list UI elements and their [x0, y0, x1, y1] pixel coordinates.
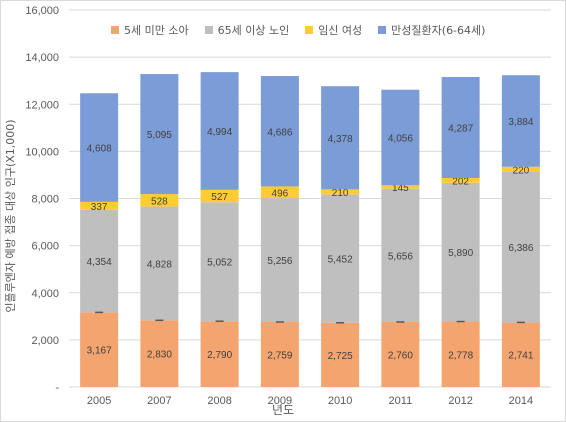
bar-segment: [260, 76, 299, 187]
data-label: 3,167: [87, 346, 112, 357]
bar-segment: [260, 198, 299, 322]
bar-segment: [80, 312, 119, 387]
legend-swatch: [305, 26, 314, 34]
y-tick-label: 14,000: [25, 52, 59, 64]
x-axis-title: 년도: [271, 403, 295, 417]
bar-segment: [381, 188, 420, 322]
data-label: 5,656: [388, 251, 413, 262]
data-label: 202: [452, 176, 469, 187]
bar-segment: [501, 171, 540, 323]
x-tick-label: 2005: [87, 395, 111, 407]
data-label: 4,287: [448, 123, 473, 134]
y-tick-label: 10,000: [25, 146, 59, 158]
data-label: 2,725: [328, 351, 353, 362]
bar-segment: [80, 209, 119, 313]
data-label: 528: [151, 196, 168, 207]
y-tick-label: 4,000: [31, 288, 59, 300]
legend-item: 65세 이상 노인: [204, 22, 290, 38]
legend-label: 5세 미만 소아: [124, 24, 189, 37]
data-label: 337: [91, 202, 108, 213]
bar-segment: [200, 189, 239, 203]
bar-segment: [140, 320, 179, 387]
bar-segment: [441, 76, 480, 179]
legend-label: 65세 이상 노인: [217, 24, 290, 37]
bar-segment: [80, 93, 119, 202]
data-label: 4,354: [87, 257, 112, 268]
y-tick-label: 12,000: [25, 99, 59, 111]
bar-segment: [200, 321, 239, 387]
data-label: 5,890: [448, 248, 473, 259]
x-tick-label: 2011: [389, 395, 413, 407]
data-label: 5,095: [147, 130, 172, 141]
y-tick-label: 16,000: [25, 5, 59, 17]
x-tick-label: 2012: [448, 395, 472, 407]
legend-swatch: [111, 26, 119, 34]
x-tick-label: 2009: [268, 395, 292, 407]
data-label: 4,994: [207, 127, 232, 138]
data-label: 4,828: [147, 259, 172, 270]
legend-item: 임신 여성: [305, 22, 362, 38]
bar-segment: [140, 194, 179, 207]
bar-segment: [381, 185, 420, 189]
bar-segment: [260, 186, 299, 199]
data-label: 4,378: [328, 134, 353, 145]
bar-segment: [381, 321, 420, 387]
data-label: 2,760: [388, 350, 413, 361]
bar-segment: [321, 86, 360, 190]
bar-segment: [140, 74, 179, 195]
x-tick-label: 2010: [328, 395, 352, 407]
data-label: 2,741: [508, 351, 533, 362]
bar-segment: [200, 72, 239, 190]
legend-item: 만성질환자(6-64세): [378, 22, 485, 38]
bar-segment: [321, 322, 360, 387]
y-axis-title: 인플루엔자 예방 접종 대상 인구(X1,000): [4, 119, 17, 313]
legend-swatch: [204, 26, 213, 34]
data-label: 4,686: [267, 127, 292, 138]
bar-segment: [501, 75, 540, 167]
legend: 5세 미만 소아 65세 이상 노인 임신 여성 만성질환자(6-64세): [111, 22, 485, 38]
legend-label: 임신 여성: [318, 24, 363, 37]
data-label: 4,608: [87, 144, 112, 155]
bar-segment: [321, 194, 360, 323]
y-tick-label: 6,000: [31, 241, 59, 253]
bar-segment: [140, 206, 179, 321]
bar-segment: [441, 178, 480, 183]
bar-segment: [501, 166, 540, 172]
bar-segment: [260, 321, 299, 387]
bar-segment: [441, 182, 480, 322]
data-label: 2,790: [207, 350, 232, 361]
data-label: 5,052: [207, 258, 232, 269]
data-label: 2,778: [448, 350, 473, 361]
y-tick-label: -: [55, 382, 59, 394]
x-tick-label: 2007: [147, 395, 171, 407]
data-label: 210: [332, 188, 349, 199]
y-tick-label: 8,000: [31, 194, 59, 206]
data-label: 220: [513, 165, 530, 176]
x-tick-label: 2014: [509, 395, 533, 407]
bar-segment: [501, 322, 540, 387]
data-label: 5,256: [267, 256, 292, 267]
data-label: 496: [272, 188, 289, 199]
bar-segment: [80, 201, 119, 210]
bar-segment: [441, 321, 480, 387]
legend-item: 5세 미만 소아: [111, 22, 189, 38]
data-label: 4,056: [388, 133, 413, 144]
legend-swatch: [378, 26, 387, 34]
data-label: 6,386: [508, 243, 533, 254]
legend-label: 만성질환자(6-64세): [391, 24, 486, 37]
data-label: 527: [211, 192, 228, 203]
bar-segment: [381, 89, 420, 186]
data-label: 2,830: [147, 350, 172, 361]
bar-segment: [321, 189, 360, 195]
x-tick-label: 2008: [207, 395, 231, 407]
data-label: 3,884: [508, 117, 533, 128]
data-label: 5,452: [328, 255, 353, 266]
data-label: 145: [392, 183, 409, 194]
y-tick-label: 2,000: [31, 335, 59, 347]
data-label: 2,759: [267, 350, 292, 361]
bar-segment: [200, 202, 239, 322]
